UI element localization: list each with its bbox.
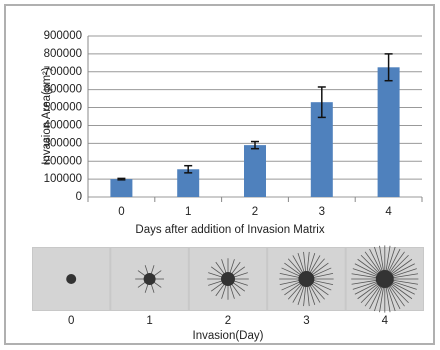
bar — [378, 67, 400, 197]
spheroid — [376, 270, 394, 288]
y-tick-label: 200000 — [44, 155, 82, 167]
y-tick-label: 800000 — [44, 48, 82, 60]
bar — [244, 145, 266, 197]
y-tick-label: 900000 — [44, 30, 82, 42]
page: Invasion Area(µm²) Days after addition o… — [0, 0, 440, 350]
image-strip — [32, 245, 424, 312]
strip-label: 1 — [146, 315, 152, 327]
y-tick-label: 400000 — [44, 119, 82, 131]
y-tick-label: 700000 — [44, 66, 82, 78]
bar — [110, 179, 132, 197]
spheroid — [66, 274, 76, 284]
y-tick-label: 300000 — [44, 137, 82, 149]
y-tick-label: 0 — [76, 191, 82, 203]
spheroid — [298, 271, 314, 287]
x-tick-label: 3 — [319, 206, 325, 218]
chart: Invasion Area(µm²) Days after addition o… — [0, 0, 440, 350]
y-tick-label: 500000 — [44, 102, 82, 114]
strip-label: 0 — [68, 315, 74, 327]
x-tick-label: 2 — [252, 206, 258, 218]
y-axis-label: Invasion Area(µm²) — [41, 67, 53, 165]
strip-label: 4 — [382, 315, 389, 327]
spheroid — [221, 272, 235, 286]
x-tick-label: 1 — [185, 206, 191, 218]
strip-label: 2 — [225, 315, 231, 327]
x-tick-label: 4 — [385, 206, 392, 218]
y-tick-label: 600000 — [44, 84, 82, 96]
y-tick-label: 100000 — [44, 173, 82, 185]
x-tick-label: 0 — [118, 206, 124, 218]
x-axis-label: Days after addition of Invasion Matrix — [135, 224, 324, 236]
error-bar — [117, 178, 125, 179]
spheroid — [144, 273, 156, 285]
strip-label: 3 — [303, 315, 309, 327]
strip-caption: Invasion(Day) — [193, 330, 264, 342]
